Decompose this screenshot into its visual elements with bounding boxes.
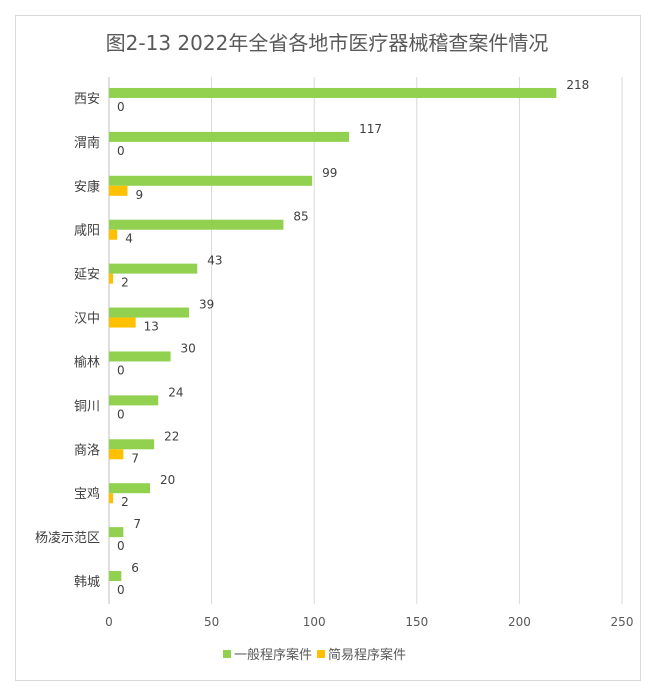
bar-general [109,395,159,406]
data-label: 39 [199,298,214,312]
bar-general [109,87,557,98]
data-label: 117 [359,122,382,136]
bar-general [109,131,350,142]
data-label: 4 [125,232,133,246]
bars [109,87,557,582]
gridlines [108,77,623,604]
category-label: 商洛 [74,443,100,458]
legend-swatch [223,650,231,658]
data-label: 85 [293,210,308,224]
bar-general [109,571,122,582]
bar-general [109,483,151,494]
data-label: 0 [117,539,125,553]
data-label: 0 [117,363,125,377]
category-label: 渭南 [74,135,100,151]
category-label: 杨凌示范区 [35,531,100,546]
x-tick-label: 100 [303,615,326,629]
x-tick-label: 200 [508,615,531,629]
data-label: 6 [131,561,139,575]
bar-general [109,307,190,318]
category-label: 宝鸡 [74,486,100,502]
chart-frame [15,15,641,681]
legend-swatch [317,650,326,658]
bar-simple [109,273,114,284]
legend-label: 一般程序案件 [234,647,312,663]
bar-simple [109,449,124,460]
bar-simple [109,185,128,196]
category-label: 汉中 [74,312,100,327]
category-label: 榆林 [74,355,100,370]
data-label: 0 [117,144,125,158]
data-label: 0 [117,583,125,597]
bar-general [109,175,313,186]
data-label: 13 [144,320,159,334]
category-label: 铜川 [74,399,100,414]
data-label: 9 [135,188,143,202]
legend-label: 简易程序案件 [328,647,406,663]
data-label: 24 [168,385,183,399]
data-label: 218 [566,78,589,92]
data-label: 22 [164,429,179,443]
data-label: 2 [121,495,129,509]
category-label: 咸阳 [74,224,100,239]
bar-general [109,527,124,538]
data-label: 30 [181,341,196,355]
bar-simple [109,229,118,240]
bar-general [109,219,284,230]
data-label: 0 [117,100,125,114]
data-label: 0 [117,407,125,421]
data-label: 7 [131,451,139,465]
category-label: 延安 [74,268,100,283]
data-label: 99 [322,166,337,180]
x-tick-label: 50 [204,615,219,629]
bar-general [109,263,198,274]
x-tick-label: 0 [105,615,113,629]
chart-title: 图2-13 2022年全省各地市医疗器械稽查案件情况 [106,31,549,55]
data-label: 2 [121,276,129,290]
legend: 一般程序案件 简易程序案件 [223,647,406,663]
data-label: 20 [160,473,175,487]
data-label: 7 [133,517,141,531]
bar-simple [109,317,136,328]
data-label: 43 [207,254,222,268]
bar-general [109,351,171,362]
x-tick-label: 150 [405,615,428,629]
category-label: 韩城 [74,575,100,590]
bar-general [109,439,155,450]
bar-simple [109,493,114,504]
labels: 0 50 100 150 200 250西安2180渭南1170安康999咸阳854延安4… [35,78,633,629]
category-label: 西安 [74,92,100,107]
x-tick-label: 250 [611,615,634,629]
category-label: 安康 [74,179,100,195]
